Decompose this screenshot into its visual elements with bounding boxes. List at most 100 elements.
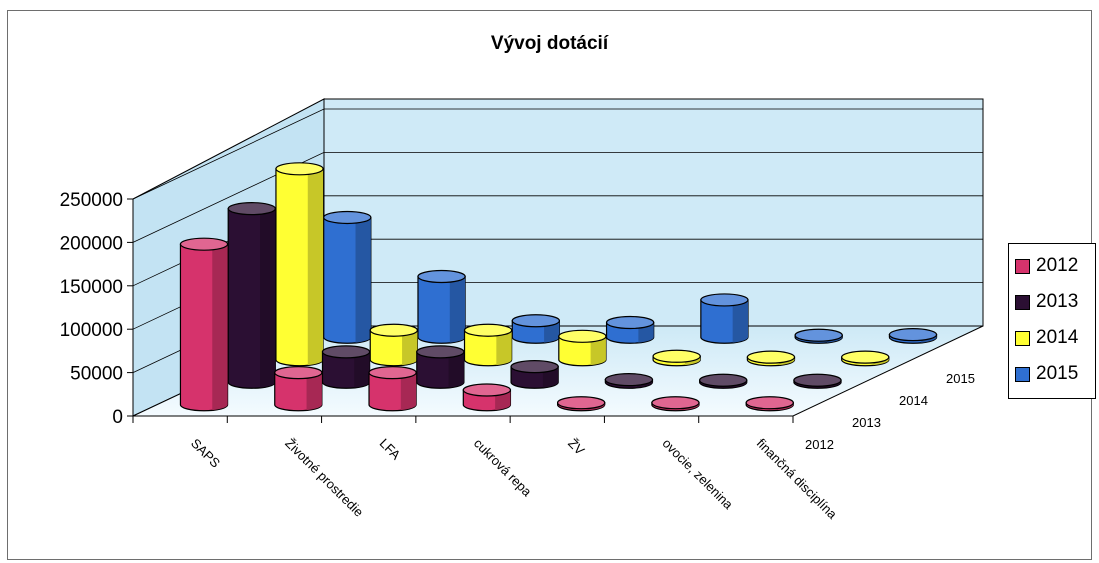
bar-top xyxy=(841,350,890,364)
bar-shadow xyxy=(590,336,606,366)
bar-top xyxy=(558,329,607,343)
bar-shadow xyxy=(402,330,418,366)
bar xyxy=(462,383,512,412)
y-tick-label: 50000 xyxy=(70,364,123,385)
bar-top xyxy=(462,383,512,397)
legend-label: 2012 xyxy=(1036,255,1079,276)
bar xyxy=(746,350,796,367)
bar xyxy=(463,323,513,367)
bar-top xyxy=(699,373,748,387)
x-tick-label: Životné prostredie xyxy=(282,436,366,520)
bar xyxy=(651,396,700,412)
depth-label: 2014 xyxy=(899,393,928,408)
bar xyxy=(700,293,749,344)
bar xyxy=(510,360,559,389)
bar-top xyxy=(700,293,749,307)
bar xyxy=(368,366,417,412)
bar xyxy=(558,329,607,367)
bar xyxy=(793,373,842,389)
x-tick-label: cukrová repa xyxy=(471,436,535,500)
gridline xyxy=(132,108,983,200)
bar xyxy=(841,350,890,367)
legend-label: 2013 xyxy=(1036,291,1079,312)
bar-top xyxy=(888,328,938,342)
legend-swatch xyxy=(1015,294,1030,310)
bar-shadow xyxy=(732,299,748,343)
bar-top xyxy=(369,323,418,337)
bar-top xyxy=(745,396,794,410)
bar-top xyxy=(227,202,276,216)
bar-top xyxy=(323,210,372,225)
bar-top xyxy=(556,396,606,410)
bar-top xyxy=(179,237,229,251)
bar xyxy=(511,314,561,344)
bar xyxy=(321,345,371,389)
bar-top xyxy=(651,396,700,410)
bar-shadow xyxy=(400,372,417,411)
bar xyxy=(888,328,938,344)
bar-shadow xyxy=(306,372,322,411)
bar xyxy=(227,202,276,389)
bar-shadow xyxy=(496,330,512,366)
bar-shadow xyxy=(212,244,228,411)
bar-top xyxy=(275,162,324,176)
legend-label: 2015 xyxy=(1036,363,1079,384)
y-tick-label: 100000 xyxy=(60,320,123,341)
bar-top xyxy=(605,315,655,330)
y-tick-label: 250000 xyxy=(60,190,123,211)
bar-shadow xyxy=(449,276,466,343)
chart-legend: 2012 2013 2014 2015 xyxy=(1008,243,1096,399)
bar xyxy=(605,315,655,344)
bar xyxy=(556,396,606,412)
bar xyxy=(699,373,748,389)
bar-shadow xyxy=(355,217,371,343)
bar-shadow xyxy=(307,168,324,366)
depth-label: 2012 xyxy=(805,437,834,452)
y-tick-label: 200000 xyxy=(60,233,123,254)
legend-item: 2014 xyxy=(1015,320,1095,356)
bar xyxy=(275,162,324,367)
bar xyxy=(369,323,418,367)
bar-top xyxy=(274,366,323,380)
bar-top xyxy=(511,314,561,328)
x-tick-label: LFA xyxy=(377,436,404,463)
depth-label: 2013 xyxy=(852,415,881,430)
legend-item: 2013 xyxy=(1015,284,1095,320)
bar xyxy=(794,328,843,344)
bar-top xyxy=(746,350,796,364)
bar-top xyxy=(604,373,654,387)
bar-top xyxy=(463,323,513,337)
y-tick-label: 0 xyxy=(112,407,123,428)
x-tick-label: ŽV xyxy=(565,436,588,459)
bar-top xyxy=(652,349,701,363)
bar xyxy=(179,237,229,412)
chart-bars xyxy=(179,162,938,412)
legend-swatch xyxy=(1015,258,1030,274)
legend-item: 2012 xyxy=(1015,248,1095,284)
bar-top xyxy=(417,269,466,284)
bar xyxy=(323,210,372,344)
bar-top xyxy=(510,360,559,374)
bar-shadow xyxy=(448,351,464,388)
chart-frame: 250000 200000 150000 100000 50000 0 SAPS Životn… xyxy=(7,10,1092,560)
bar-top xyxy=(416,345,465,359)
chart-plot: 250000 200000 150000 100000 50000 0 SAPS Životn… xyxy=(60,98,984,522)
bar xyxy=(274,366,323,412)
x-tick-label: SAPS xyxy=(188,436,223,471)
bar-top xyxy=(794,328,843,342)
bar-shadow xyxy=(354,351,370,388)
y-tick-label: 150000 xyxy=(60,277,123,298)
bar xyxy=(604,373,654,389)
bar-shadow xyxy=(260,208,276,388)
depth-label: 2015 xyxy=(946,371,975,386)
bar xyxy=(745,396,794,412)
bar xyxy=(652,349,701,367)
legend-swatch xyxy=(1015,330,1030,346)
chart-title: Vývoj dotácií xyxy=(490,33,609,54)
x-tick-label: ovocie, zelenina xyxy=(659,436,736,513)
legend-label: 2014 xyxy=(1036,327,1079,348)
bar xyxy=(417,269,466,344)
bar-top xyxy=(793,373,842,387)
gridline xyxy=(132,151,983,243)
bar-top xyxy=(368,366,417,380)
